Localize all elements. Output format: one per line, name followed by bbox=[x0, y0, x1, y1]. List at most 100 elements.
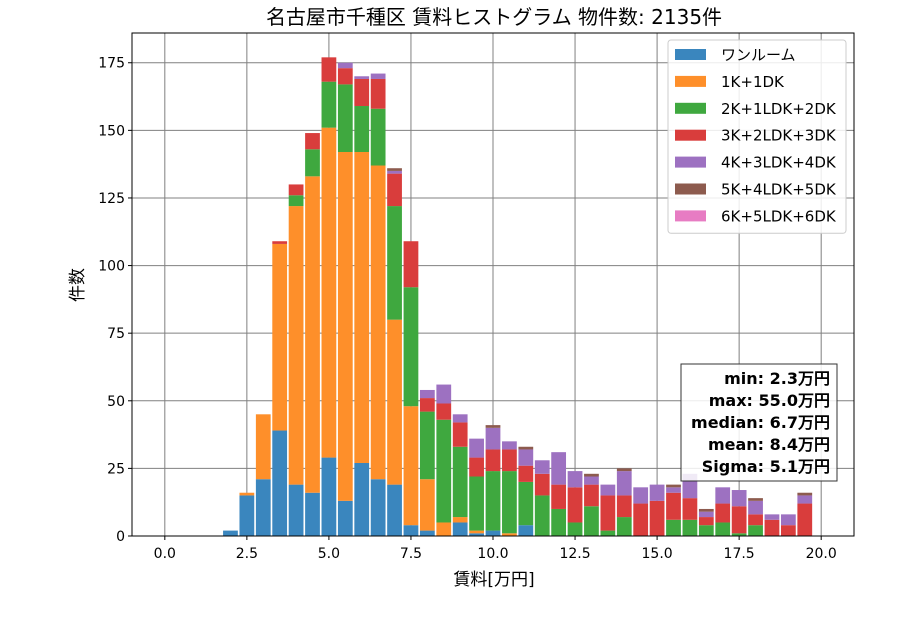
bar-segment bbox=[255, 414, 271, 480]
legend-swatch bbox=[675, 183, 706, 195]
y-tick-label: 25 bbox=[107, 461, 125, 477]
y-tick-label: 0 bbox=[116, 529, 125, 545]
bar-segment bbox=[764, 514, 780, 520]
bar-segment bbox=[288, 184, 304, 196]
bar-segment bbox=[387, 168, 402, 171]
bar-segment bbox=[387, 206, 402, 320]
x-tick-label: 20.0 bbox=[806, 546, 837, 562]
legend-frame bbox=[667, 39, 847, 234]
bar-segment bbox=[764, 519, 780, 536]
bar-segment bbox=[616, 471, 632, 496]
bar-segment bbox=[337, 84, 353, 152]
bar-segment bbox=[370, 78, 386, 109]
y-tick-label: 50 bbox=[107, 394, 125, 410]
bar-segment bbox=[370, 165, 386, 480]
bar-segment bbox=[354, 151, 370, 463]
legend: ワンルーム 1K+1DK 2K+1LDK+2DK 3K+2LDK+3DK 4K+3LDK… bbox=[667, 39, 847, 234]
bar-segment bbox=[305, 492, 320, 536]
legend-label: 3K+2LDK+3DK bbox=[721, 127, 837, 145]
bar-segment bbox=[748, 498, 763, 501]
bar-segment bbox=[715, 503, 731, 523]
y-tick-label: 125 bbox=[98, 191, 125, 207]
bar-segment bbox=[551, 452, 567, 485]
bar-segment bbox=[502, 533, 517, 536]
bar-segment bbox=[633, 487, 649, 504]
bar-segment bbox=[354, 76, 370, 79]
y-axis-ticks: 0 25 50 75 100 125 150 175 bbox=[98, 56, 132, 545]
bar-segment bbox=[797, 492, 813, 496]
bar-segment bbox=[616, 495, 632, 518]
legend-label: 6K+5LDK+6DK bbox=[721, 207, 837, 225]
x-tick-label: 5.0 bbox=[318, 546, 340, 562]
stats-box-frame bbox=[680, 363, 838, 482]
bar-segment bbox=[534, 495, 550, 536]
bar-segment bbox=[272, 243, 288, 431]
bar-segment bbox=[452, 414, 468, 423]
bar-segment bbox=[354, 106, 370, 152]
bar-segment bbox=[518, 446, 534, 450]
bar-segment bbox=[321, 81, 337, 128]
bar-segment bbox=[436, 384, 452, 404]
bar-segment bbox=[584, 476, 599, 485]
bar-segment bbox=[370, 108, 386, 166]
bar-segment bbox=[403, 241, 419, 288]
bar-segment bbox=[321, 57, 337, 82]
x-tick-label: 12.5 bbox=[559, 546, 590, 562]
bar-segment bbox=[354, 78, 370, 107]
y-tick-label: 150 bbox=[98, 123, 125, 139]
bar-segment bbox=[518, 449, 534, 466]
x-tick-label: 17.5 bbox=[724, 546, 755, 562]
bar-segment bbox=[748, 514, 763, 526]
bar-segment bbox=[288, 484, 304, 536]
bar-segment bbox=[666, 487, 681, 493]
bar-segment bbox=[272, 430, 288, 536]
stats-median: median: 6.7万円 bbox=[691, 413, 830, 432]
bar-segment bbox=[600, 484, 616, 496]
bar-segment bbox=[337, 500, 353, 536]
bar-segment bbox=[502, 471, 517, 534]
bar-segment bbox=[600, 495, 616, 531]
bar-segment bbox=[469, 457, 484, 477]
bar-segment bbox=[239, 492, 255, 496]
bar-segment bbox=[403, 406, 419, 526]
bar-segment bbox=[649, 500, 665, 536]
bar-segment bbox=[518, 525, 534, 536]
bar-segment bbox=[633, 503, 649, 536]
x-tick-label: 2.5 bbox=[236, 546, 258, 562]
bar-segment bbox=[731, 533, 747, 536]
bar-segment bbox=[518, 481, 534, 526]
bar-segment bbox=[337, 62, 353, 69]
bar-segment bbox=[469, 530, 484, 534]
bar-segment bbox=[436, 419, 452, 523]
bar-segment bbox=[485, 471, 501, 531]
chart-title: 名古屋市千種区 賃料ヒストグラム 物件数: 2135件 bbox=[266, 5, 722, 29]
bar-segment bbox=[698, 517, 714, 526]
bar-segment bbox=[370, 479, 386, 536]
bar-segment bbox=[452, 446, 468, 518]
stats-max: max: 55.0万円 bbox=[709, 391, 830, 410]
bar-segment bbox=[551, 508, 567, 536]
bar-segment bbox=[534, 460, 550, 474]
bar-segment bbox=[337, 151, 353, 501]
y-axis-label: 件数 bbox=[68, 268, 88, 302]
bar-segment bbox=[452, 517, 468, 523]
bar-segment bbox=[387, 170, 402, 174]
bar-segment bbox=[666, 492, 681, 520]
bar-segment bbox=[715, 522, 731, 536]
stats-box: min: 2.3万円 max: 55.0万円 median: 6.7万円 mea… bbox=[680, 363, 838, 482]
bar-segment bbox=[370, 73, 386, 79]
bar-segment bbox=[731, 490, 747, 507]
bar-segment bbox=[305, 149, 320, 177]
bar-segment bbox=[797, 495, 813, 504]
bar-segment bbox=[485, 449, 501, 472]
bar-segment bbox=[354, 462, 370, 536]
bar-segment bbox=[780, 514, 796, 526]
bar-segment bbox=[518, 465, 534, 482]
bar-segment bbox=[272, 241, 288, 244]
bar-segment bbox=[748, 525, 763, 536]
bar-segment bbox=[682, 519, 698, 536]
y-tick-label: 100 bbox=[98, 259, 125, 275]
bar-segment bbox=[436, 522, 452, 536]
bar-segment bbox=[551, 484, 567, 509]
